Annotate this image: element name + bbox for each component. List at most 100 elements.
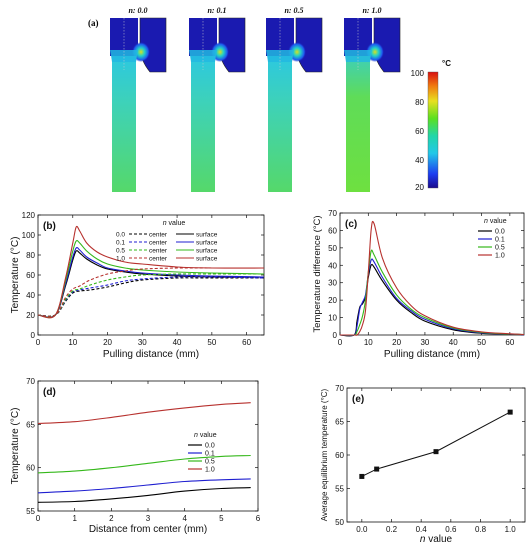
series-line-0_5 [37, 454, 251, 474]
x-tick-label: 5 [219, 514, 224, 523]
rod-neck [266, 50, 294, 62]
legend: n value 0.00.10.51.0 [478, 218, 507, 260]
y-tick-label: 60 [335, 451, 344, 460]
simulation-image-n1: n: 0.1 [189, 6, 246, 192]
panel-label: (d) [43, 387, 56, 398]
x-tick-label: 1.0 [505, 525, 517, 534]
series-group [339, 220, 525, 337]
legend-label: 1.0 [205, 467, 215, 474]
y-tick-label: 60 [26, 271, 35, 280]
y-tick-label: 0 [31, 331, 36, 340]
series-line-0_1 [37, 478, 251, 494]
y-tick-label: 40 [26, 291, 35, 300]
legend-label: 0.0 [205, 443, 215, 450]
rod-neck [189, 50, 217, 62]
legend-center-label: center [149, 256, 168, 263]
data-point [374, 466, 380, 472]
colorbar-unit: °C [442, 59, 451, 68]
legend-surface-label: surface [196, 248, 218, 255]
chart-b: 0 10 20 30 40 50 60 0 20 40 60 80 100 120 Pulling dist… [10, 211, 265, 360]
rod [268, 56, 292, 192]
rod [191, 56, 215, 192]
y-tick-label: 65 [335, 418, 344, 427]
x-axis-label: n value [420, 534, 453, 545]
y-tick-label: 20 [26, 311, 35, 320]
x-tick-label: 20 [392, 338, 401, 347]
legend: n value 0.00.10.51.0 [188, 432, 217, 474]
legend-label: 1.0 [495, 253, 505, 260]
panel-label: (e) [352, 394, 364, 405]
x-axis-label: Distance from center (mm) [89, 524, 207, 535]
series-line-center-0_5 [37, 273, 264, 317]
x-tick-label: 20 [103, 338, 112, 347]
colorbar-tick-80: 80 [415, 98, 424, 107]
y-tick-label: 40 [328, 261, 337, 270]
legend-n-label: 0.5 [116, 248, 125, 255]
x-tick-label: 0 [36, 338, 41, 347]
data-point [433, 449, 439, 455]
legend-title: n value [163, 220, 186, 227]
panel-label: (c) [345, 219, 357, 230]
series-line-0_1 [339, 258, 525, 337]
y-tick-label: 60 [328, 226, 337, 235]
x-tick-label: 4 [182, 514, 187, 523]
legend-center-label: center [149, 240, 168, 247]
legend-surface-label: surface [196, 232, 218, 239]
x-tick-label: 0.0 [356, 525, 368, 534]
rod [112, 56, 136, 192]
series-line- [361, 411, 511, 477]
panel-label: (b) [43, 221, 56, 232]
x-tick-label: 10 [68, 338, 77, 347]
legend-n-label: 1.0 [116, 256, 125, 263]
series-line-center-0_1 [37, 276, 265, 317]
legend-surface-label: surface [196, 240, 218, 247]
x-tick-label: 3 [146, 514, 151, 523]
legend-label: 0.0 [495, 229, 505, 236]
x-tick-label: 30 [138, 338, 147, 347]
legend-surface-label: surface [196, 256, 218, 263]
series-line-surface-1_0 [37, 225, 265, 319]
y-tick-label: 60 [26, 464, 35, 473]
x-tick-label: 0 [338, 338, 343, 347]
legend-label: 0.5 [495, 245, 505, 252]
x-tick-label: 1 [72, 514, 77, 523]
x-axis-label: Pulling distance (mm) [103, 349, 199, 360]
y-tick-label: 50 [328, 244, 337, 253]
x-tick-label: 50 [477, 338, 486, 347]
x-tick-label: 30 [420, 338, 429, 347]
simulation-image-n3: n: 1.0 [344, 6, 401, 192]
y-tick-label: 55 [335, 485, 344, 494]
plot-frame [339, 212, 525, 336]
chart-e: 0.0 0.2 0.4 0.6 0.8 1.0 50 55 60 65 70 n value Avera… [320, 384, 526, 545]
y-axis-label: Average equilibrium temperature (°C) [320, 388, 329, 521]
y-tick-label: 20 [328, 296, 337, 305]
panel-a-label: (a) [88, 18, 99, 28]
legend-label: 0.1 [495, 237, 505, 244]
colorbar: °C 100 80 60 40 20 [411, 59, 452, 192]
colorbar-tick-20: 20 [415, 183, 424, 192]
x-tick-label: 0.2 [386, 525, 398, 534]
x-tick-label: 10 [364, 338, 373, 347]
chart-d: 0 1 2 3 4 5 6 55 60 65 70 Distance from center (mm)… [10, 377, 261, 535]
y-tick-label: 120 [22, 211, 36, 220]
series-line-surface-0_0 [37, 250, 265, 318]
legend: n value 0.0 center surface 0.1 center surface 0… [116, 220, 218, 263]
x-tick-label: 0 [36, 514, 41, 523]
legend-title: n value [484, 218, 507, 225]
panel-a: (a) n: 0.0 n: 0.1 n: 0.5 n: 1.0 °C 100 80 6… [88, 6, 451, 192]
legend-title: n value [194, 432, 217, 439]
y-axis-label: Temperature (°C) [10, 237, 21, 314]
data-point [359, 473, 365, 479]
chart-c: 0 10 20 30 40 50 60 0 10 20 30 40 50 60 70 Pulling dist… [312, 209, 525, 360]
y-tick-label: 55 [26, 507, 35, 516]
y-tick-label: 70 [26, 377, 35, 386]
x-tick-label: 0.8 [475, 525, 487, 534]
series-line-center-0_0 [37, 277, 264, 317]
n-label: n: 1.0 [362, 6, 381, 15]
colorbar-tick-100: 100 [411, 69, 425, 78]
series-line-surface-0_1 [37, 247, 265, 318]
legend-n-label: 0.0 [116, 232, 125, 239]
n-label: n: 0.5 [284, 6, 303, 15]
x-tick-label: 0.6 [445, 525, 457, 534]
